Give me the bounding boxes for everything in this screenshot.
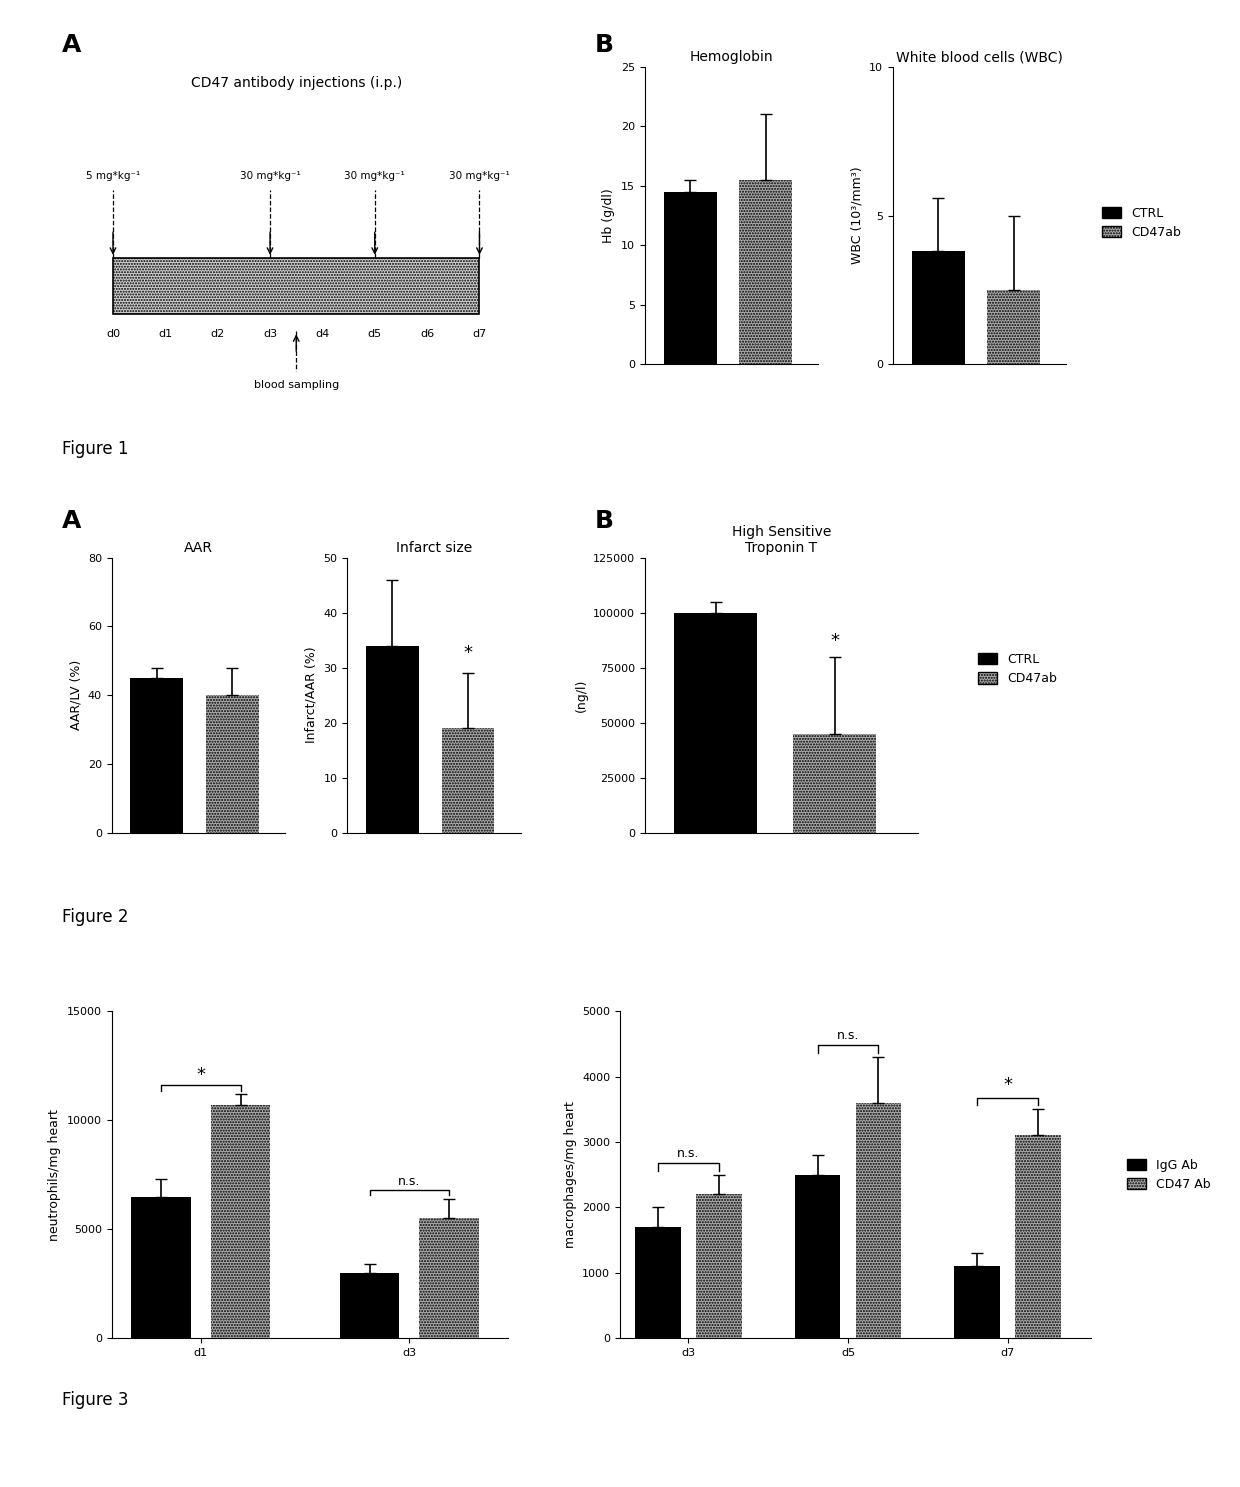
FancyBboxPatch shape: [113, 257, 480, 314]
Text: Figure 1: Figure 1: [62, 440, 129, 458]
Legend: IgG Ab, CD47 Ab: IgG Ab, CD47 Ab: [1122, 1154, 1215, 1196]
Title: Infarct size: Infarct size: [396, 541, 472, 555]
Text: Figure 3: Figure 3: [62, 1392, 129, 1410]
Y-axis label: WBC (10³/mm³): WBC (10³/mm³): [851, 167, 863, 265]
Legend: CTRL, CD47ab: CTRL, CD47ab: [973, 648, 1063, 690]
Y-axis label: macrophages/mg heart: macrophages/mg heart: [564, 1102, 577, 1248]
Title: White blood cells (WBC): White blood cells (WBC): [897, 51, 1063, 64]
Text: 5 mg*kg⁻¹: 5 mg*kg⁻¹: [86, 171, 140, 181]
Y-axis label: neutrophils/mg heart: neutrophils/mg heart: [48, 1109, 61, 1240]
Text: *: *: [1003, 1077, 1012, 1094]
Text: d4: d4: [315, 329, 330, 339]
Title: AAR: AAR: [184, 541, 213, 555]
Text: d3: d3: [263, 329, 277, 339]
Bar: [955, 1267, 999, 1338]
Bar: [635, 1227, 681, 1338]
Bar: [739, 180, 792, 364]
Text: CD47 antibody injections (i.p.): CD47 antibody injections (i.p.): [191, 76, 402, 91]
Text: d0: d0: [105, 329, 120, 339]
Text: A: A: [62, 509, 82, 532]
Bar: [856, 1103, 901, 1338]
Text: 30 mg*kg⁻¹: 30 mg*kg⁻¹: [345, 171, 405, 181]
Y-axis label: Hb (g/dl): Hb (g/dl): [603, 189, 615, 242]
Bar: [131, 1197, 191, 1338]
Y-axis label: (ng/l): (ng/l): [574, 678, 588, 712]
Y-axis label: Infarct/AAR (%): Infarct/AAR (%): [305, 647, 317, 744]
Text: 30 mg*kg⁻¹: 30 mg*kg⁻¹: [449, 171, 510, 181]
Bar: [663, 192, 717, 364]
Bar: [419, 1218, 479, 1338]
Bar: [441, 729, 495, 833]
Text: 30 mg*kg⁻¹: 30 mg*kg⁻¹: [239, 171, 300, 181]
Text: *: *: [196, 1066, 206, 1084]
Text: d2: d2: [211, 329, 224, 339]
Bar: [911, 251, 965, 364]
Text: B: B: [595, 509, 614, 532]
Text: Figure 2: Figure 2: [62, 909, 129, 926]
Bar: [987, 290, 1040, 364]
Bar: [366, 645, 419, 833]
Bar: [794, 733, 877, 833]
Bar: [795, 1175, 841, 1338]
Bar: [675, 613, 758, 833]
Text: d6: d6: [420, 329, 434, 339]
Text: B: B: [595, 33, 614, 57]
Text: d7: d7: [472, 329, 486, 339]
Title: High Sensitive
Troponin T: High Sensitive Troponin T: [732, 525, 831, 555]
Text: *: *: [830, 632, 839, 650]
Text: n.s.: n.s.: [837, 1029, 859, 1042]
Bar: [130, 678, 184, 833]
Bar: [696, 1194, 742, 1338]
Text: blood sampling: blood sampling: [254, 379, 339, 390]
Y-axis label: AAR/LV (%): AAR/LV (%): [69, 660, 82, 730]
Text: d5: d5: [368, 329, 382, 339]
Bar: [206, 696, 259, 833]
Text: n.s.: n.s.: [677, 1146, 699, 1160]
Text: *: *: [464, 644, 472, 662]
Text: n.s.: n.s.: [398, 1175, 420, 1188]
Bar: [211, 1105, 270, 1338]
Legend: CTRL, CD47ab: CTRL, CD47ab: [1097, 202, 1187, 244]
Bar: [340, 1273, 399, 1338]
Bar: [1016, 1136, 1060, 1338]
Text: d1: d1: [159, 329, 172, 339]
Title: Hemoglobin: Hemoglobin: [689, 51, 774, 64]
Text: A: A: [62, 33, 82, 57]
